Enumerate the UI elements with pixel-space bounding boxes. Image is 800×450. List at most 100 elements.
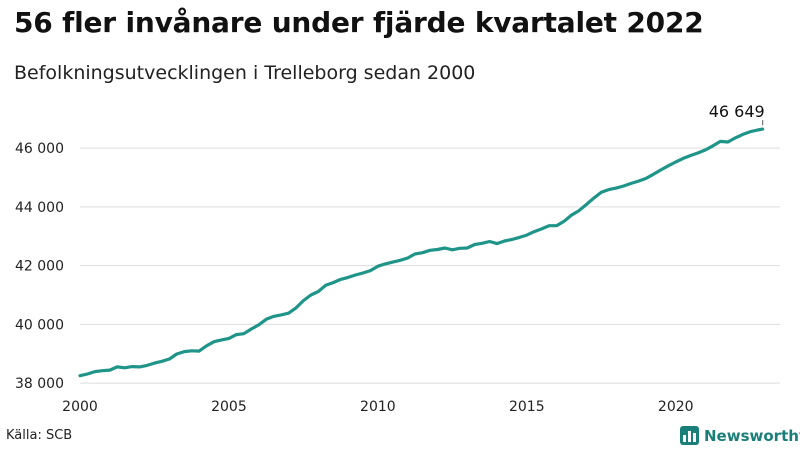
data-point (429, 249, 431, 251)
data-point (563, 220, 565, 222)
x-tick-label: 2010 (360, 399, 396, 415)
data-point (191, 350, 193, 352)
data-point (637, 180, 639, 182)
data-point (280, 314, 282, 316)
data-point (593, 197, 595, 199)
data-point (176, 353, 178, 355)
data-point (235, 333, 237, 335)
data-point (131, 365, 133, 367)
x-tick-label: 2005 (211, 399, 247, 415)
data-point (325, 284, 327, 286)
y-tick-label: 40 000 (15, 317, 64, 333)
data-point (205, 345, 207, 347)
data-point (116, 366, 118, 368)
data-point (436, 248, 438, 250)
data-point (660, 169, 662, 171)
data-point (555, 224, 557, 226)
x-tick-label: 2000 (62, 399, 98, 415)
data-point (377, 265, 379, 267)
data-point (704, 149, 706, 151)
brand-logo: Newsworthy (680, 426, 800, 445)
data-point (243, 333, 245, 335)
data-point (161, 360, 163, 362)
data-point (466, 247, 468, 249)
data-point (79, 375, 81, 377)
data-point (265, 318, 267, 320)
data-point (369, 269, 371, 271)
data-point (585, 203, 587, 205)
data-point (272, 315, 274, 317)
data-point (689, 154, 691, 156)
data-point (220, 339, 222, 341)
data-point (518, 236, 520, 238)
data-point (228, 337, 230, 339)
data-point (94, 370, 96, 372)
data-point (675, 161, 677, 163)
data-point (481, 242, 483, 244)
data-point (734, 137, 736, 139)
chart-subtitle: Befolkningsutvecklingen i Trelleborg sed… (14, 62, 476, 84)
data-point (682, 157, 684, 159)
data-point (295, 307, 297, 309)
data-point (347, 276, 349, 278)
data-point (213, 340, 215, 342)
data-point (101, 370, 103, 372)
data-point (146, 364, 148, 366)
data-point (578, 210, 580, 212)
brand-name: Newsworthy (704, 426, 800, 445)
data-point (533, 230, 535, 232)
data-point (749, 131, 751, 133)
data-point (392, 261, 394, 263)
data-point (667, 165, 669, 167)
y-tick-label: 44 000 (15, 200, 64, 216)
data-point (570, 214, 572, 216)
data-point (622, 185, 624, 187)
data-point (503, 240, 505, 242)
data-point (742, 133, 744, 135)
data-point (712, 145, 714, 147)
data-point (183, 350, 185, 352)
data-point (444, 247, 446, 249)
data-point (310, 294, 312, 296)
data-point (302, 299, 304, 301)
data-point (317, 290, 319, 292)
data-point (153, 362, 155, 364)
data-point (250, 328, 252, 330)
y-tick-label: 46 000 (15, 141, 64, 157)
population-line (78, 127, 765, 378)
data-point (406, 257, 408, 259)
data-point (727, 141, 729, 143)
y-tick-label: 42 000 (15, 259, 64, 275)
data-point (399, 259, 401, 261)
data-point (339, 278, 341, 280)
y-tick-label: 38 000 (15, 376, 64, 392)
data-point (451, 249, 453, 251)
data-point (332, 281, 334, 283)
data-point (414, 253, 416, 255)
data-point (473, 243, 475, 245)
x-tick-label: 2015 (509, 399, 545, 415)
newsworthy-logo-icon (680, 426, 699, 445)
data-point (719, 140, 721, 142)
source-label: Källa: SCB (6, 428, 73, 443)
data-point (697, 152, 699, 154)
data-point (526, 234, 528, 236)
data-point (354, 274, 356, 276)
data-point (548, 224, 550, 226)
data-point (421, 251, 423, 253)
data-point (762, 128, 764, 130)
data-point (541, 228, 543, 230)
data-point (86, 373, 88, 375)
data-point (511, 238, 513, 240)
data-point (138, 366, 140, 368)
data-point (198, 350, 200, 352)
end-value-label: 46 649 (709, 102, 765, 121)
chart-title: 56 fler invånare under fjärde kvartalet … (14, 6, 704, 39)
data-point (652, 173, 654, 175)
data-point (459, 247, 461, 249)
data-point (496, 242, 498, 244)
data-point (258, 324, 260, 326)
data-point (123, 367, 125, 369)
data-point (608, 188, 610, 190)
